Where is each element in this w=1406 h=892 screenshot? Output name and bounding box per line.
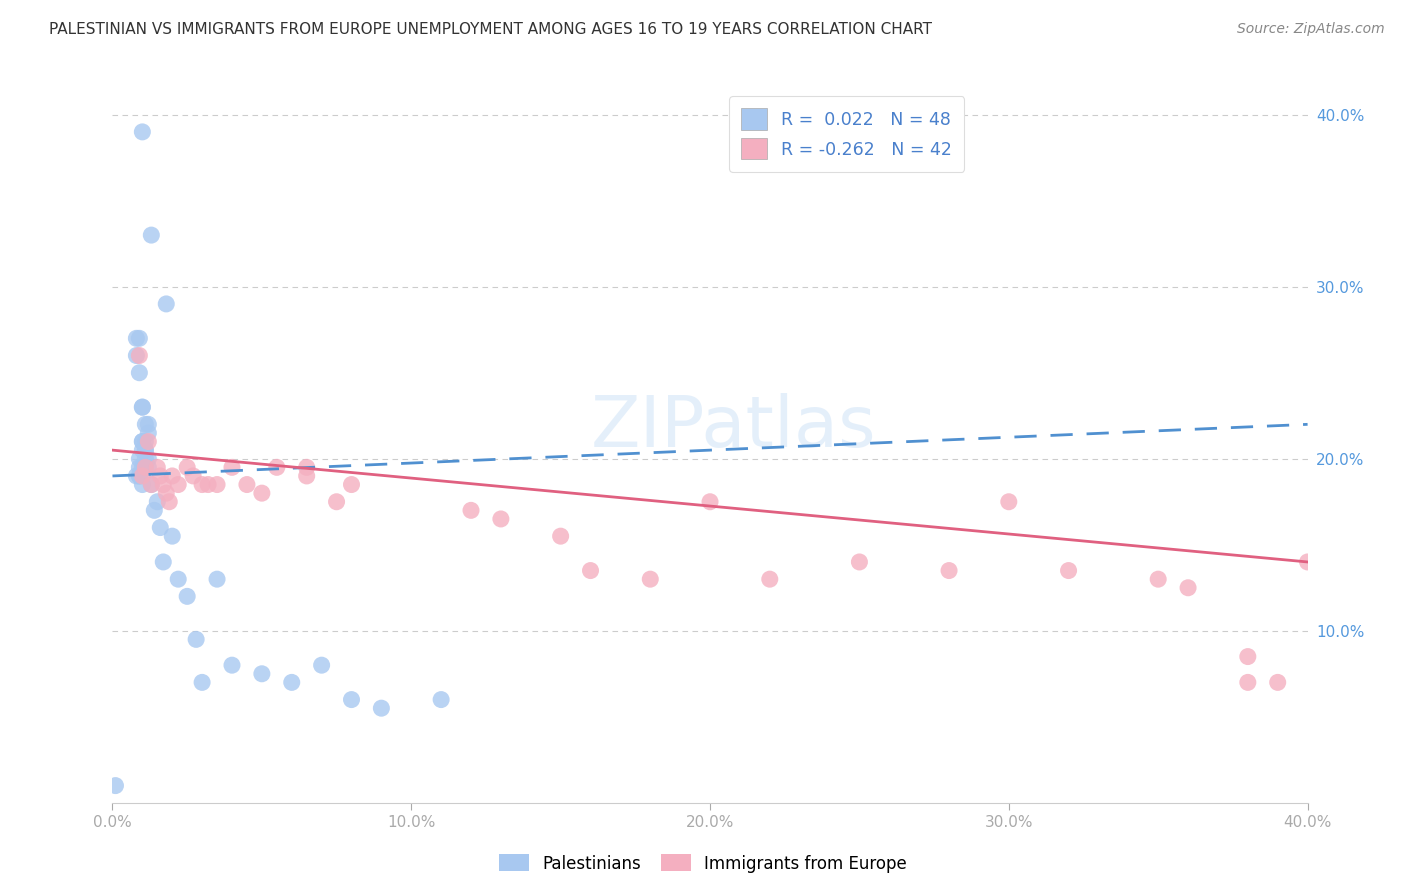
- Point: [138, 417, 160, 432]
- Point: [162, 529, 183, 543]
- Point: [141, 477, 163, 491]
- Point: [759, 572, 782, 586]
- Point: [134, 460, 156, 475]
- Point: [157, 494, 180, 508]
- Legend: R =  0.022   N = 48, R = -0.262   N = 42: R = 0.022 N = 48, R = -0.262 N = 42: [730, 96, 965, 171]
- Point: [128, 469, 150, 483]
- Point: [141, 228, 163, 243]
- Point: [134, 443, 156, 458]
- Point: [938, 564, 960, 578]
- Point: [311, 658, 333, 673]
- Point: [141, 477, 163, 491]
- Point: [1177, 581, 1199, 595]
- Point: [176, 460, 198, 475]
- Point: [131, 443, 153, 458]
- Point: [205, 477, 228, 491]
- Point: [1237, 649, 1260, 664]
- Point: [699, 494, 721, 508]
- Text: PALESTINIAN VS IMMIGRANTS FROM EUROPE UNEMPLOYMENT AMONG AGES 16 TO 19 YEARS COR: PALESTINIAN VS IMMIGRANTS FROM EUROPE UN…: [49, 22, 932, 37]
- Point: [295, 469, 318, 483]
- Point: [176, 590, 198, 604]
- Point: [325, 494, 347, 508]
- Point: [152, 555, 174, 569]
- Point: [131, 460, 153, 475]
- Point: [149, 469, 172, 483]
- Point: [104, 779, 127, 793]
- Point: [131, 434, 153, 449]
- Point: [340, 692, 363, 706]
- Point: [128, 469, 150, 483]
- Point: [197, 477, 219, 491]
- Point: [579, 564, 602, 578]
- Point: [128, 460, 150, 475]
- Point: [340, 477, 363, 491]
- Point: [489, 512, 512, 526]
- Point: [131, 400, 153, 414]
- Legend: Palestinians, Immigrants from Europe: Palestinians, Immigrants from Europe: [492, 847, 914, 880]
- Point: [149, 520, 172, 534]
- Point: [138, 460, 160, 475]
- Point: [138, 434, 160, 449]
- Point: [128, 451, 150, 466]
- Point: [131, 477, 153, 491]
- Text: Source: ZipAtlas.com: Source: ZipAtlas.com: [1237, 22, 1385, 37]
- Point: [266, 460, 288, 475]
- Point: [138, 425, 160, 440]
- Point: [134, 460, 156, 475]
- Point: [131, 125, 153, 139]
- Point: [1237, 675, 1260, 690]
- Point: [186, 632, 208, 647]
- Point: [134, 443, 156, 458]
- Point: [1296, 555, 1319, 569]
- Point: [125, 349, 148, 363]
- Point: [167, 572, 190, 586]
- Point: [146, 460, 169, 475]
- Point: [550, 529, 572, 543]
- Point: [205, 572, 228, 586]
- Point: [128, 349, 150, 363]
- Point: [143, 503, 166, 517]
- Point: [131, 469, 153, 483]
- Point: [191, 477, 214, 491]
- Point: [134, 434, 156, 449]
- Point: [1147, 572, 1170, 586]
- Point: [125, 469, 148, 483]
- Point: [152, 477, 174, 491]
- Point: [281, 675, 304, 690]
- Point: [1267, 675, 1289, 690]
- Point: [250, 666, 273, 681]
- Point: [146, 494, 169, 508]
- Point: [128, 366, 150, 380]
- Point: [162, 469, 183, 483]
- Point: [155, 297, 177, 311]
- Point: [155, 486, 177, 500]
- Point: [131, 400, 153, 414]
- Point: [131, 434, 153, 449]
- Point: [640, 572, 662, 586]
- Point: [221, 658, 243, 673]
- Point: [181, 469, 204, 483]
- Point: [295, 460, 318, 475]
- Point: [370, 701, 392, 715]
- Point: [250, 486, 273, 500]
- Point: [191, 675, 214, 690]
- Point: [998, 494, 1021, 508]
- Point: [167, 477, 190, 491]
- Point: [138, 451, 160, 466]
- Point: [134, 417, 156, 432]
- Point: [236, 477, 259, 491]
- Point: [848, 555, 870, 569]
- Point: [134, 451, 156, 466]
- Point: [221, 460, 243, 475]
- Point: [128, 331, 150, 345]
- Point: [460, 503, 482, 517]
- Point: [125, 331, 148, 345]
- Text: ZIPatlas: ZIPatlas: [591, 392, 877, 461]
- Point: [430, 692, 453, 706]
- Point: [1057, 564, 1080, 578]
